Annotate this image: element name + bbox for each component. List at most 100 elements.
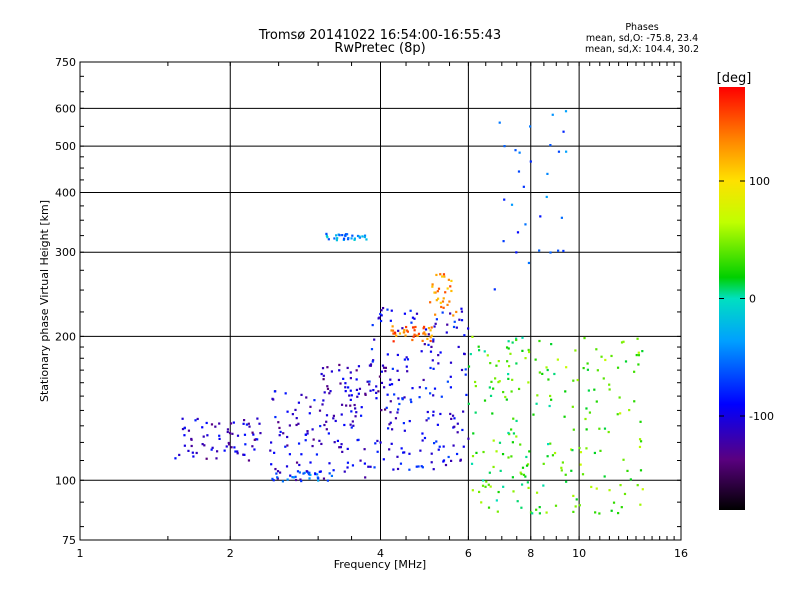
data-point <box>402 422 405 425</box>
colorbar-ticks: 100 0 -100 <box>719 175 774 423</box>
data-point <box>426 337 429 341</box>
data-point <box>422 327 425 330</box>
data-point <box>344 233 348 236</box>
data-point <box>550 398 553 401</box>
data-point <box>412 335 415 338</box>
data-point <box>211 446 214 449</box>
data-point <box>492 465 495 469</box>
data-point <box>439 351 442 354</box>
data-point <box>547 442 550 446</box>
data-point <box>405 356 408 359</box>
data-point <box>510 203 514 206</box>
data-point <box>316 473 319 476</box>
data-point <box>521 349 524 352</box>
data-point <box>291 413 294 416</box>
data-point <box>497 490 500 494</box>
data-point <box>572 494 575 498</box>
data-point <box>430 461 433 464</box>
chart-title-line1: Tromsø 20141022 16:54:00-16:55:43 <box>258 28 502 43</box>
phases-heading: Phases <box>625 22 659 33</box>
colorbar-tick-label: -100 <box>749 410 774 423</box>
data-point <box>332 417 335 420</box>
data-point <box>639 469 643 472</box>
data-point <box>370 348 374 351</box>
data-point <box>429 301 432 304</box>
data-point <box>455 326 458 329</box>
data-point <box>481 484 485 487</box>
data-point <box>423 331 426 334</box>
data-point <box>571 449 574 452</box>
data-point <box>458 318 461 321</box>
data-point <box>376 439 379 443</box>
data-point <box>488 386 491 389</box>
data-point <box>258 422 261 425</box>
data-point <box>564 473 567 476</box>
data-point <box>379 441 382 444</box>
data-point <box>545 195 548 199</box>
data-point <box>353 237 356 240</box>
data-point <box>321 403 324 406</box>
data-point <box>622 458 625 461</box>
data-point <box>603 475 606 478</box>
data-point <box>232 421 235 424</box>
data-point <box>446 380 449 383</box>
data-point <box>471 335 474 338</box>
data-point <box>527 261 531 265</box>
data-point <box>585 407 588 410</box>
data-point <box>358 387 362 390</box>
data-point <box>305 396 308 399</box>
data-point <box>314 473 317 476</box>
data-point <box>549 442 552 445</box>
data-point <box>560 469 563 472</box>
data-point <box>604 358 607 362</box>
data-point <box>252 433 255 436</box>
data-point <box>357 392 360 395</box>
data-point <box>641 488 644 491</box>
data-point <box>487 483 490 486</box>
data-point <box>551 113 554 116</box>
data-point <box>443 275 446 278</box>
data-point <box>546 368 549 372</box>
data-point <box>442 273 446 276</box>
data-point <box>392 468 395 471</box>
data-point <box>369 363 373 366</box>
data-point <box>321 367 325 370</box>
data-point <box>460 307 463 310</box>
data-point <box>563 415 566 418</box>
data-point <box>499 469 502 472</box>
data-point <box>539 215 542 218</box>
data-point <box>579 451 583 454</box>
data-point <box>549 143 552 147</box>
data-point <box>538 512 541 515</box>
data-point <box>424 333 427 336</box>
data-point <box>565 480 568 483</box>
data-point <box>596 369 599 372</box>
data-point <box>303 471 306 474</box>
data-point <box>509 352 512 355</box>
data-point <box>470 462 474 465</box>
data-point <box>390 383 394 386</box>
data-point <box>637 351 640 354</box>
data-point <box>338 446 341 449</box>
data-point <box>511 476 514 479</box>
data-point <box>272 479 275 482</box>
data-point <box>381 364 385 367</box>
data-point <box>578 504 581 507</box>
data-point <box>430 334 433 337</box>
data-point <box>507 340 510 343</box>
data-point <box>455 310 458 314</box>
data-point <box>339 382 342 385</box>
data-point <box>635 353 638 357</box>
colorbar-tick-label: 100 <box>749 175 770 188</box>
data-point <box>427 326 431 330</box>
data-point <box>270 441 273 444</box>
data-point <box>515 338 518 342</box>
data-point <box>247 422 250 425</box>
data-point <box>403 396 406 399</box>
data-point <box>340 443 343 446</box>
data-point <box>297 422 300 425</box>
data-point <box>311 444 314 448</box>
data-point <box>363 235 366 239</box>
data-point <box>490 380 493 383</box>
data-point <box>421 439 424 442</box>
